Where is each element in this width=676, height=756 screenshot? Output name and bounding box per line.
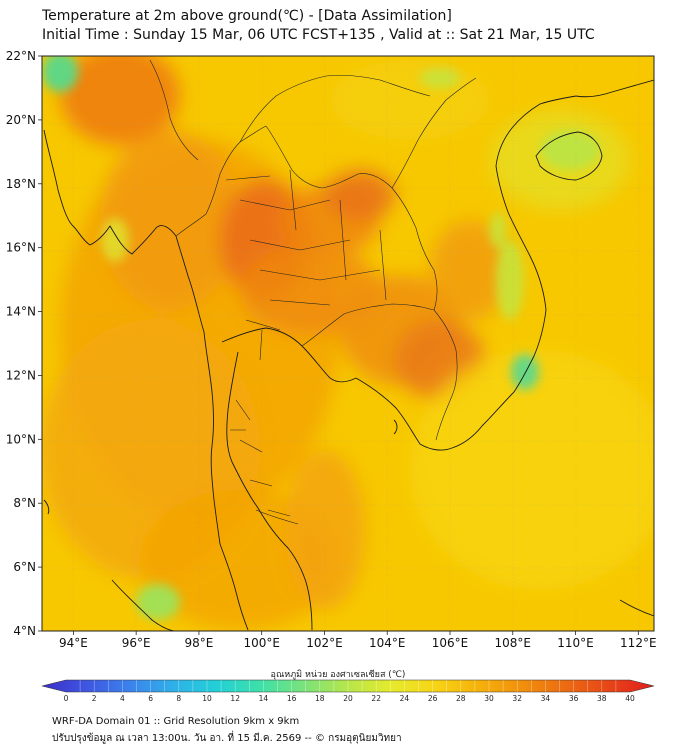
cool-spot-north (420, 68, 460, 88)
colorbar-tick-label: 6 (148, 694, 153, 703)
cool-spot-myanmar-coast (101, 218, 129, 262)
coast-bangladesh (43, 129, 73, 226)
colorbar-tick-label: 32 (512, 694, 522, 703)
colorbar-tick-label: 24 (400, 694, 410, 703)
colorbar-tick-label: 8 (176, 694, 181, 703)
colorbar-title: อุณหภูมิ หน่วย องศาเซลเซียส (℃) (270, 670, 406, 680)
map-subtitle: Initial Time : Sunday 15 Mar, 06 UTC FCS… (42, 27, 595, 43)
lon-tick-label: 104°E (369, 636, 406, 650)
lat-tick-label: 16°N (6, 241, 36, 255)
lat-tick-label: 8°N (13, 496, 36, 510)
lat-tick-label: 22°N (6, 49, 36, 63)
latitude-axis: 22°N 20°N 18°N 16°N 14°N 12°N 10°N 8°N 6°N 4°N (6, 49, 42, 638)
graticule (42, 56, 654, 631)
province-lines-1 (225, 169, 387, 306)
coast-cambodia-vietnam (355, 79, 654, 451)
cool-strip-annamite (496, 240, 524, 320)
hot-region-laos (325, 170, 395, 220)
lon-tick-label: 96°E (122, 636, 151, 650)
cool-spot-northwest (42, 56, 78, 92)
cool-spot-sumatra (136, 584, 180, 620)
lon-tick-label: 100°E (243, 636, 280, 650)
colorbar-tick-label: 0 (64, 694, 69, 703)
coast-myanmar-west (71, 224, 221, 545)
coast-borneo-tip (619, 599, 654, 617)
cool-spot-central-highlands (511, 354, 539, 390)
colorbar-tick-label: 2 (92, 694, 97, 703)
lat-tick-label: 4°N (13, 624, 36, 638)
colorbar-tick-label: 28 (456, 694, 466, 703)
lon-tick-label: 98°E (184, 636, 213, 650)
lat-tick-label: 6°N (13, 560, 36, 574)
coastlines (43, 79, 654, 631)
colorbar: 0 2 4 6 8 10 12 14 16 18 20 22 24 26 28 30 32 34 36 38 40 (41, 679, 655, 703)
border-cambodia-vietnam (433, 309, 458, 441)
lat-tick-label: 14°N (6, 305, 36, 319)
lon-tick-label: 94°E (59, 636, 88, 650)
colorbar-tick-label: 10 (202, 694, 212, 703)
longitude-axis: 94°E 96°E 98°E 100°E 102°E 104°E 106°E 108°E 110… (59, 631, 657, 650)
colorbar-ticks: 0 2 4 6 8 10 12 14 16 18 20 22 24 26 28 30 32 34 36 38 40 (64, 680, 635, 703)
colorbar-tick-label: 22 (371, 694, 381, 703)
province-lines-2 (230, 319, 291, 517)
colorbar-tick-label: 18 (315, 694, 325, 703)
colorbar-tick-label: 26 (428, 694, 438, 703)
lon-tick-label: 102°E (306, 636, 343, 650)
border-china (239, 74, 431, 143)
lat-tick-label: 20°N (6, 113, 36, 127)
lat-tick-label: 12°N (6, 368, 36, 382)
colorbar-tick-label: 20 (343, 694, 353, 703)
coast-hainan (535, 131, 603, 181)
colorbar-tick-label: 16 (287, 694, 297, 703)
colorbar-tick-label: 30 (484, 694, 494, 703)
colorbar-tick-label: 38 (597, 694, 607, 703)
lon-tick-label: 110°E (557, 636, 594, 650)
cool-spot-laos-east (490, 212, 506, 248)
lon-tick-label: 108°E (495, 636, 532, 650)
footer-model-info: WRF-DA Domain 01 :: Grid Resolution 9km … (52, 716, 300, 727)
island-andaman (43, 499, 50, 515)
coast-peninsula-west (219, 543, 249, 631)
colorbar-tick-label: 4 (120, 694, 125, 703)
temperature-field (42, 56, 654, 631)
map-title: Temperature at 2m above ground(℃) - [Dat… (42, 8, 452, 24)
borders (149, 59, 477, 525)
plot-frame (41, 55, 655, 632)
coast-sumatra (111, 579, 175, 631)
lon-tick-label: 112°E (620, 636, 657, 650)
lon-tick-label: 106°E (432, 636, 469, 650)
border-myanmar-thailand (175, 125, 267, 237)
hot-region-north-myanmar (60, 56, 180, 145)
island-phu-quoc (393, 419, 398, 435)
lat-tick-label: 18°N (6, 177, 36, 191)
colorbar-tick-label: 36 (569, 694, 579, 703)
border-thailand-cambodia (301, 303, 435, 347)
colorbar-tick-label: 34 (541, 694, 551, 703)
cool-region-south-china-sea (410, 350, 654, 590)
cool-region-north-vietnam (330, 60, 490, 140)
warm-region-myanmar (100, 130, 240, 310)
border-malaysia (255, 509, 299, 525)
cool-spot-hainan (540, 130, 600, 170)
colorbar-tick-label: 12 (230, 694, 240, 703)
border-myanmar-china (149, 59, 199, 161)
coast-peninsula-east (226, 351, 313, 631)
footer-update-info: ปรับปรุงข้อมูล ณ เวลา 13:00น. วัน อา. ที… (52, 733, 402, 744)
border-laos-vietnam (391, 77, 477, 189)
border-thailand-laos (265, 125, 438, 311)
lat-tick-label: 10°N (6, 432, 36, 446)
colorbar-tick-label: 14 (259, 694, 269, 703)
colorbar-tick-label: 40 (625, 694, 635, 703)
